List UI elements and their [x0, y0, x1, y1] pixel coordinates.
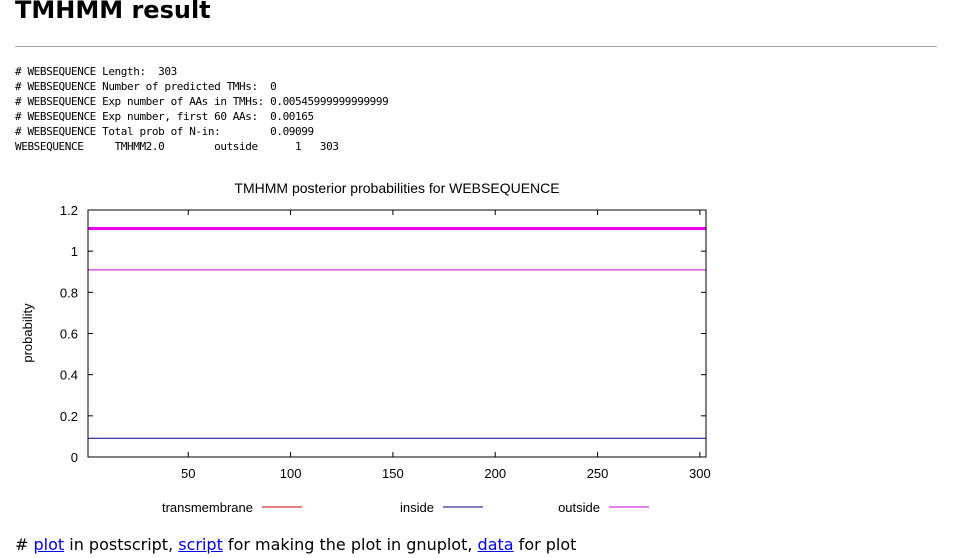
footer-prefix: #	[15, 535, 34, 554]
legend-label: transmembrane	[162, 500, 253, 515]
footer-text: in postscript,	[64, 535, 179, 554]
y-tick-label: 0.6	[60, 327, 78, 342]
x-tick-label: 250	[587, 466, 609, 481]
x-tick-label: 50	[181, 466, 195, 481]
output-line: # WEBSEQUENCE Exp number of AAs in TMHs:…	[15, 95, 389, 108]
plot-frame	[87, 209, 707, 458]
y-axis-label: probability	[20, 303, 35, 363]
data-link[interactable]: data	[477, 535, 514, 554]
output-line: # WEBSEQUENCE Number of predicted TMHs: …	[15, 80, 277, 93]
x-tick-label: 300	[689, 466, 711, 481]
script-link[interactable]: script	[178, 535, 223, 554]
output-line: # WEBSEQUENCE Length: 303	[15, 65, 177, 78]
y-tick-label: 0.4	[60, 368, 78, 383]
x-tick-label: 200	[484, 466, 506, 481]
horizontal-rule	[15, 46, 937, 47]
output-line: # WEBSEQUENCE Total prob of N-in: 0.0909…	[15, 125, 314, 138]
footer-text: for plot	[513, 535, 577, 554]
legend-label: inside	[400, 500, 434, 515]
y-tick-label: 0	[71, 450, 78, 465]
posterior-probability-plot: TMHMM posterior probabilities for WEBSEQ…	[20, 180, 711, 515]
x-tick-label: 100	[280, 466, 302, 481]
footer-text: for making the plot in gnuplot,	[222, 535, 478, 554]
y-tick-label: 1.2	[60, 203, 78, 218]
plot-link[interactable]: plot	[33, 535, 65, 554]
chart-title: TMHMM posterior probabilities for WEBSEQ…	[234, 180, 559, 196]
footer-links: # plot in postscript, script for making …	[15, 535, 576, 554]
output-line: # WEBSEQUENCE Exp number, first 60 AAs: …	[15, 110, 314, 123]
y-tick-label: 1	[71, 244, 78, 259]
output-line: WEBSEQUENCE TMHMM2.0 outside 1 303	[15, 140, 339, 153]
tmhmm-output: # WEBSEQUENCE Length: 303 # WEBSEQUENCE …	[15, 64, 389, 154]
page-title: TMHMM result	[15, 0, 211, 24]
x-tick-label: 150	[382, 466, 404, 481]
legend-label: outside	[558, 500, 600, 515]
y-tick-label: 0.2	[60, 409, 78, 424]
y-tick-label: 0.8	[60, 285, 78, 300]
